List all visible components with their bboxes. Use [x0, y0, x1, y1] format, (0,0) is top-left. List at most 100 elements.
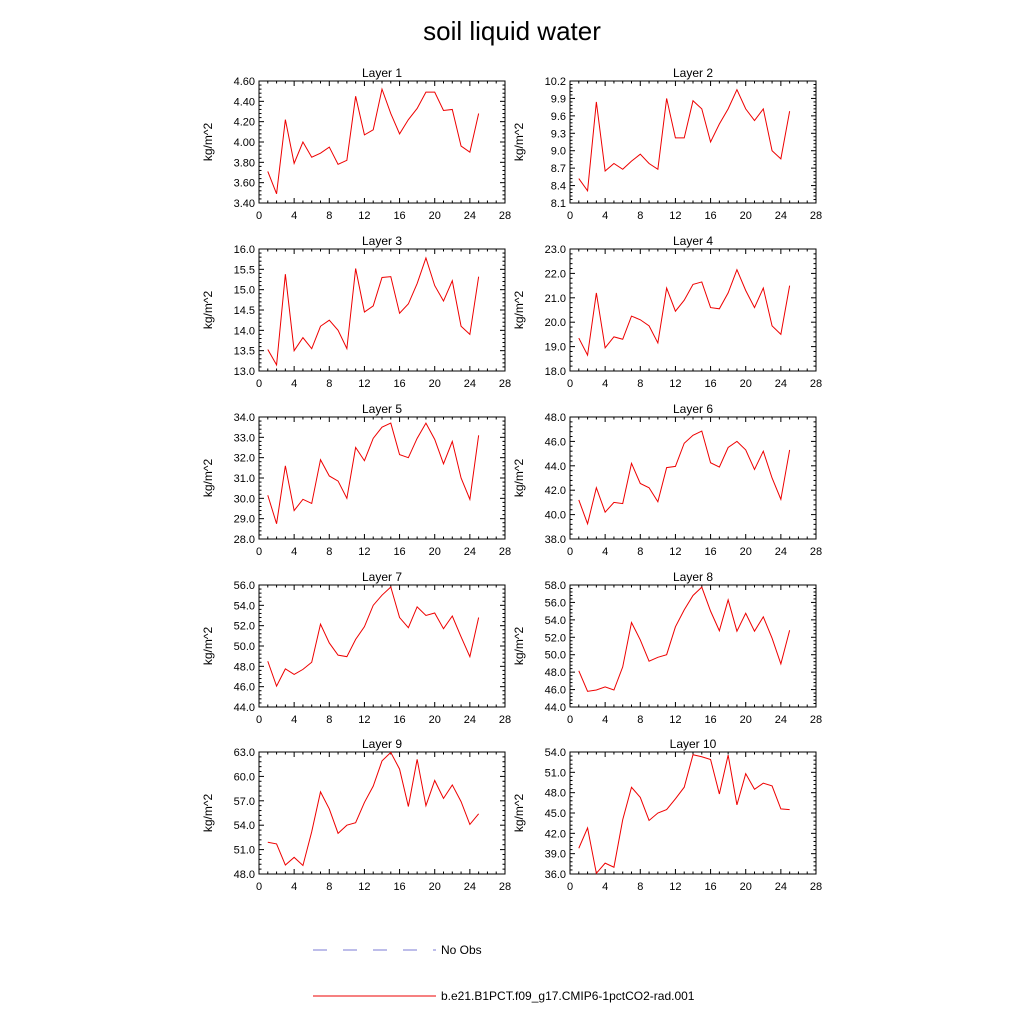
layer-4-y-tick-label: 19.0 — [545, 342, 566, 354]
layer-8-x-tick-label: 24 — [775, 714, 787, 726]
layer-3-y-tick-label: 13.0 — [234, 366, 255, 378]
layer-9-x-tick-label: 0 — [256, 881, 262, 893]
layer-9-x-tick-label: 28 — [499, 881, 511, 893]
layer-8-y-tick-label: 54.0 — [545, 615, 566, 627]
layer-4-y-tick-label: 21.0 — [545, 293, 566, 305]
legend: No Obs b.e21.B1PCT.f09_g17.CMIP6-1pctCO2… — [313, 943, 695, 1003]
layer-3-y-tick-label: 15.0 — [234, 285, 255, 297]
layer-3-x-tick-label: 28 — [499, 378, 511, 390]
layer-6-x-tick-label: 0 — [567, 546, 573, 558]
layer-10-x-tick-label: 12 — [669, 881, 681, 893]
layer-9-y-tick-label: 54.0 — [234, 820, 255, 832]
layer-7-x-tick-label: 28 — [499, 714, 511, 726]
layer-8-y-tick-label: 50.0 — [545, 650, 566, 662]
layer-2-y-tick-label: 9.3 — [551, 128, 566, 140]
layer-7-y-tick-label: 48.0 — [234, 661, 255, 673]
layer-10-plot-frame — [569, 751, 817, 875]
layer-8-title: Layer 8 — [673, 570, 713, 584]
layer-8-ylabel: kg/m^2 — [512, 627, 526, 666]
layer-3-x-tick-label: 8 — [326, 378, 332, 390]
layer-2-y-tick-label: 8.4 — [551, 181, 566, 193]
layer-10-y-tick-label: 51.0 — [545, 767, 566, 779]
layer-1-y-tick-label: 3.40 — [234, 198, 255, 210]
layer-10-x-tick-label: 16 — [704, 881, 716, 893]
layer-9-y-tick-label: 51.0 — [234, 845, 255, 857]
layer-3-x-tick-label: 0 — [256, 378, 262, 390]
layer-9-y-tick-label: 57.0 — [234, 796, 255, 808]
layer-3-y-tick-label: 16.0 — [234, 244, 255, 256]
layer-5-x-tick-label: 16 — [393, 546, 405, 558]
layer-8-plot-frame — [569, 584, 817, 708]
layer-7-y-tick-label: 56.0 — [234, 580, 255, 592]
layer-1-y-tick-label: 4.00 — [234, 137, 255, 149]
layer-6-x-tick-label: 4 — [602, 546, 608, 558]
legend-model-label: b.e21.B1PCT.f09_g17.CMIP6-1pctCO2-rad.00… — [441, 989, 695, 1003]
layer-10-x-tick-label: 4 — [602, 881, 608, 893]
layer-6-x-tick-label: 20 — [740, 546, 752, 558]
layer-1-y-tick-label: 3.60 — [234, 178, 255, 190]
layer-7-title: Layer 7 — [362, 570, 402, 584]
layer-2-x-tick-label: 0 — [567, 210, 573, 222]
layer-9-y-tick-label: 63.0 — [234, 747, 255, 759]
layer-10-x-tick-label: 28 — [810, 881, 822, 893]
layer-7-plot-frame — [258, 584, 506, 708]
layer-3-ylabel: kg/m^2 — [201, 291, 215, 330]
layer-10-y-tick-label: 48.0 — [545, 788, 566, 800]
layer-5-x-tick-label: 8 — [326, 546, 332, 558]
layer-2-y-tick-label: 9.6 — [551, 111, 566, 123]
layer-5-x-tick-label: 24 — [464, 546, 476, 558]
layer-8-panel: Layer 8 kg/m^2 0 4 8 12 16 20 24 28 44.0 46.0 48.0 50… — [512, 570, 822, 726]
layer-6-y-tick-label: 46.0 — [545, 436, 566, 448]
layer-5-panel: Layer 5 kg/m^2 0 4 8 12 16 20 24 28 28.0 29.0 30.0 31… — [201, 402, 511, 558]
layer-5-x-tick-label: 0 — [256, 546, 262, 558]
layer-7-x-tick-label: 12 — [358, 714, 370, 726]
layer-10-title: Layer 10 — [670, 737, 717, 751]
layer-5-y-tick-label: 34.0 — [234, 412, 255, 424]
layer-7-y-tick-label: 44.0 — [234, 702, 255, 714]
layer-7-x-tick-label: 16 — [393, 714, 405, 726]
layer-4-x-tick-label: 28 — [810, 378, 822, 390]
layer-9-ylabel: kg/m^2 — [201, 794, 215, 833]
layer-8-y-tick-label: 48.0 — [545, 667, 566, 679]
legend-no-obs-label: No Obs — [441, 943, 482, 957]
layer-1-series-line — [267, 87, 480, 195]
layer-6-y-tick-label: 38.0 — [545, 534, 566, 546]
layer-1-x-tick-label: 20 — [429, 210, 441, 222]
layer-4-x-tick-label: 16 — [704, 378, 716, 390]
layer-5-title: Layer 5 — [362, 402, 402, 416]
layer-9-y-tick-label: 60.0 — [234, 771, 255, 783]
layer-10-y-tick-label: 39.0 — [545, 849, 566, 861]
layer-4-x-tick-label: 0 — [567, 378, 573, 390]
layer-7-x-tick-label: 0 — [256, 714, 262, 726]
layer-1-x-tick-label: 12 — [358, 210, 370, 222]
layer-2-x-tick-label: 4 — [602, 210, 608, 222]
layer-8-x-tick-label: 0 — [567, 714, 573, 726]
layer-8-series-line — [578, 586, 791, 692]
layer-7-x-tick-label: 20 — [429, 714, 441, 726]
layer-1-y-tick-label: 4.40 — [234, 96, 255, 108]
layer-3-y-tick-label: 15.5 — [234, 264, 255, 276]
layer-5-x-tick-label: 28 — [499, 546, 511, 558]
layer-1-y-tick-label: 4.60 — [234, 76, 255, 88]
layer-1-x-tick-label: 16 — [393, 210, 405, 222]
layer-7-y-tick-label: 50.0 — [234, 641, 255, 653]
layer-4-series-line — [578, 268, 791, 357]
layer-2-plot-frame — [569, 80, 817, 204]
layer-2-x-tick-label: 16 — [704, 210, 716, 222]
layer-8-y-tick-label: 52.0 — [545, 632, 566, 644]
layer-4-panel: Layer 4 kg/m^2 0 4 8 12 16 20 24 28 18.0 19.0 20.0 21… — [512, 234, 822, 390]
layer-1-x-tick-label: 4 — [291, 210, 297, 222]
layer-1-x-tick-label: 24 — [464, 210, 476, 222]
layer-9-x-tick-label: 24 — [464, 881, 476, 893]
layer-10-y-tick-label: 45.0 — [545, 808, 566, 820]
layer-6-ylabel: kg/m^2 — [512, 459, 526, 498]
layer-2-x-tick-label: 24 — [775, 210, 787, 222]
layer-10-x-tick-label: 20 — [740, 881, 752, 893]
layer-7-y-tick-label: 46.0 — [234, 682, 255, 694]
layer-3-y-tick-label: 14.5 — [234, 305, 255, 317]
layer-8-y-tick-label: 44.0 — [545, 702, 566, 714]
layer-2-series-line — [578, 88, 791, 193]
layer-4-x-tick-label: 12 — [669, 378, 681, 390]
layer-9-panel: Layer 9 kg/m^2 0 4 8 12 16 20 24 28 48.0 51.0 54.0 57… — [201, 737, 511, 893]
